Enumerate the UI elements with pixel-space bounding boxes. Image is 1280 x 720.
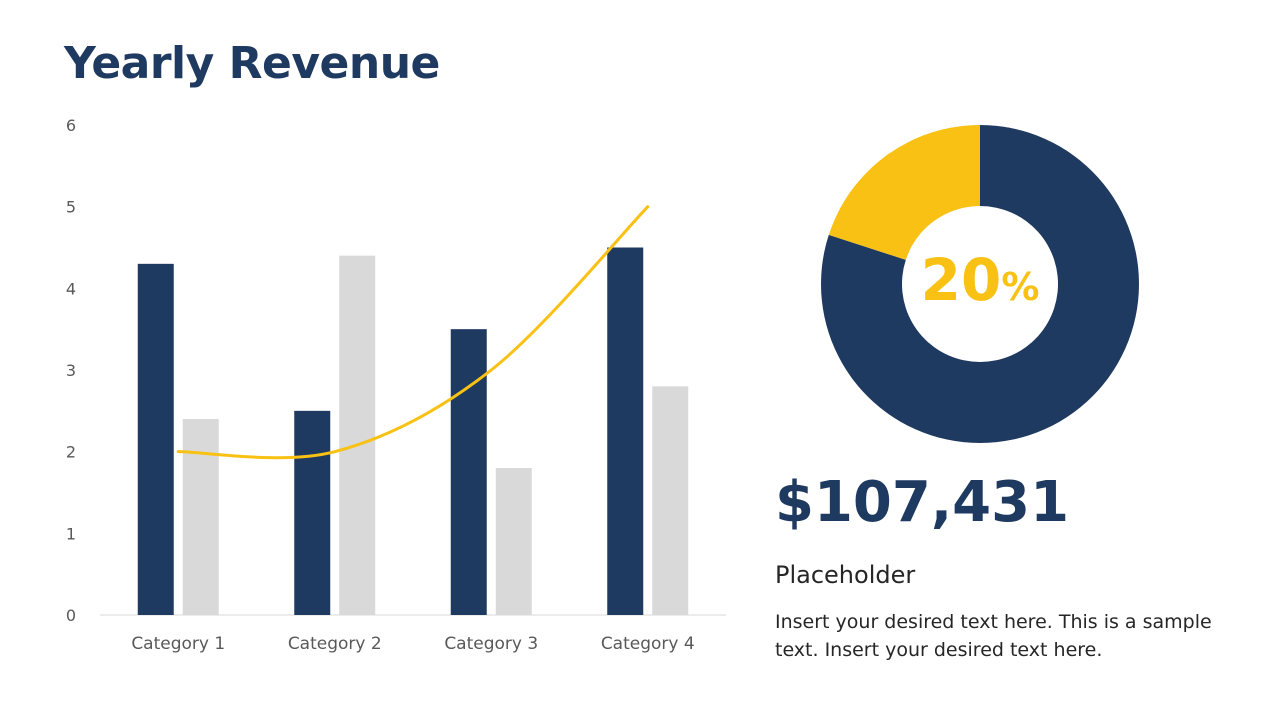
y-tick-label: 5 [66,198,76,217]
donut-percent-number: 20 [920,246,1002,314]
x-category-label: Category 2 [288,634,382,654]
bar [182,419,219,615]
bar [607,247,644,615]
page-title: Yearly Revenue [64,38,440,89]
trend-line [176,205,650,460]
donut-chart [821,125,1139,443]
bar [450,329,487,615]
bar [137,263,174,615]
x-category-label: Category 1 [131,634,225,654]
bar-chart: 0 1 2 3 4 5 6 Category 1 Category 2 Category 3 Cat… [66,116,726,654]
placeholder-description: Insert your desired text here. This is a… [775,611,1212,661]
placeholder-heading: Placeholder [775,561,916,589]
donut-highlight-segment [828,125,980,260]
x-category-label: Category 4 [601,634,695,654]
bar [495,468,532,615]
donut-percent-label: 20% [900,246,1060,314]
x-category-label: Category 3 [444,634,538,654]
bar [339,255,376,615]
bar [294,410,331,615]
y-tick-label: 4 [66,279,76,298]
donut-percent-symbol: % [1001,265,1040,309]
y-tick-label: 2 [66,443,76,462]
y-tick-label: 6 [66,116,76,135]
y-tick-label: 0 [66,606,76,625]
bar [652,386,689,615]
y-tick-label: 3 [66,361,76,380]
y-tick-label: 1 [66,524,76,543]
revenue-amount: $107,431 [775,470,1070,535]
donut-base-segment [821,125,1139,443]
